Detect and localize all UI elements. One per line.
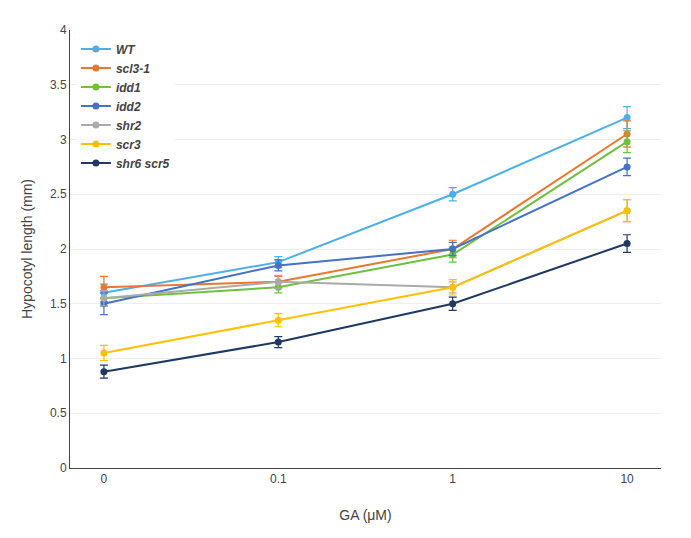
svg-text:0.1: 0.1: [270, 472, 287, 486]
svg-text:idd1: idd1: [116, 81, 141, 95]
svg-text:10: 10: [620, 472, 634, 486]
svg-text:0.5: 0.5: [50, 406, 67, 420]
svg-text:shr6 scr5: shr6 scr5: [116, 157, 170, 171]
svg-text:GA (μM): GA (μM): [339, 507, 391, 523]
svg-text:2.5: 2.5: [50, 187, 67, 201]
svg-text:1.5: 1.5: [50, 297, 67, 311]
svg-text:Hypocotyl length (mm): Hypocotyl length (mm): [19, 179, 35, 319]
svg-text:3: 3: [60, 133, 67, 147]
svg-text:1: 1: [60, 352, 67, 366]
svg-text:1: 1: [449, 472, 456, 486]
svg-text:WT: WT: [116, 43, 136, 57]
svg-text:2: 2: [60, 242, 67, 256]
svg-text:shr2: shr2: [116, 119, 142, 133]
svg-text:0: 0: [60, 461, 67, 475]
svg-text:scl3-1: scl3-1: [116, 62, 150, 76]
svg-text:4: 4: [60, 23, 67, 37]
svg-text:0: 0: [101, 472, 108, 486]
svg-text:3.5: 3.5: [50, 78, 67, 92]
svg-text:scr3: scr3: [116, 138, 141, 152]
svg-text:idd2: idd2: [116, 100, 141, 114]
